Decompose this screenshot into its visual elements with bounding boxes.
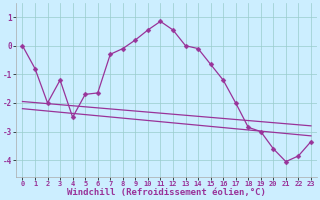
X-axis label: Windchill (Refroidissement éolien,°C): Windchill (Refroidissement éolien,°C) bbox=[67, 188, 266, 197]
